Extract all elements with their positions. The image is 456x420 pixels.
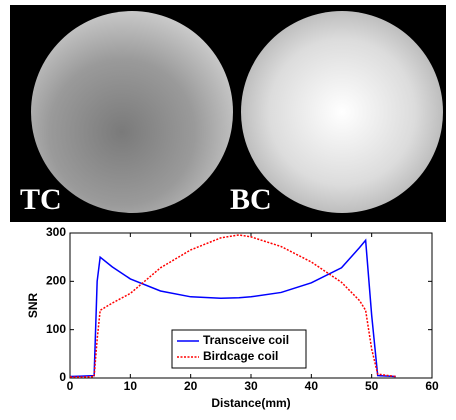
x-tick-label: 30 bbox=[244, 379, 258, 393]
x-axis-label: Distance(mm) bbox=[211, 396, 290, 410]
x-tick-label: 20 bbox=[184, 379, 198, 393]
x-tick-label: 0 bbox=[67, 379, 74, 393]
x-tick-label: 50 bbox=[365, 379, 379, 393]
series-line bbox=[70, 234, 396, 378]
y-tick-label: 300 bbox=[46, 225, 66, 239]
x-tick-label: 60 bbox=[425, 379, 439, 393]
x-tick-label: 40 bbox=[305, 379, 319, 393]
series-line bbox=[69, 238, 396, 378]
x-tick-label: 10 bbox=[124, 379, 138, 393]
y-tick-label: 100 bbox=[46, 322, 66, 336]
y-tick-label: 0 bbox=[59, 370, 66, 384]
y-axis-label: SNR bbox=[26, 293, 40, 319]
tc-phantom bbox=[31, 11, 233, 213]
legend-label: Birdcage coil bbox=[203, 349, 278, 363]
image-label: TC bbox=[20, 183, 62, 216]
bc-phantom bbox=[241, 11, 443, 213]
legend-label: Transceive coil bbox=[203, 333, 289, 347]
image-label: BC bbox=[230, 183, 272, 216]
legend-box bbox=[171, 329, 307, 369]
y-tick-label: 200 bbox=[46, 274, 66, 288]
